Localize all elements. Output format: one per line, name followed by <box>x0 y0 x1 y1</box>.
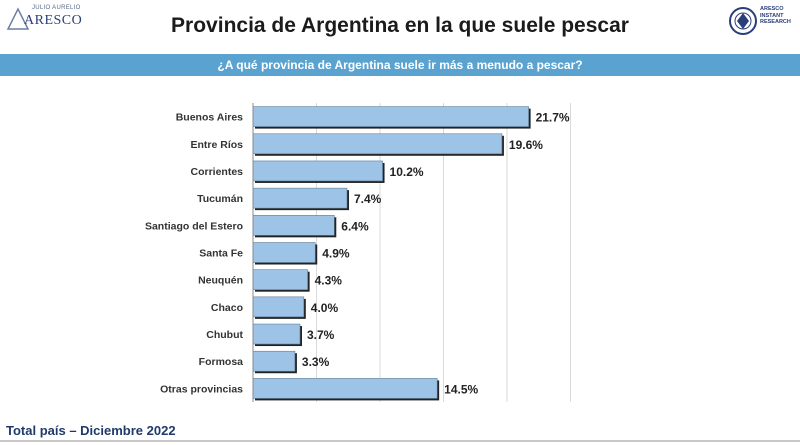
logo-right-text: ARESCO INSTANT RESEARCH <box>760 6 791 26</box>
category-label: Neuquén <box>198 275 243 287</box>
data-label: 3.7% <box>307 328 335 342</box>
aresco-logo: JULIO AURELIO ARESCO <box>6 5 86 33</box>
bar <box>252 133 503 155</box>
category-label: Entre Ríos <box>190 139 243 151</box>
question-banner: ¿A qué provincia de Argentina suele ir m… <box>0 54 800 76</box>
bar <box>252 350 296 372</box>
data-label: 4.3% <box>315 274 343 288</box>
logo-right-line: ARESCO <box>760 6 784 12</box>
footer-note: Total país – Diciembre 2022 <box>6 423 176 438</box>
aresco-instant-research-logo: ARESCO INSTANT RESEARCH <box>724 2 796 42</box>
data-label: 7.4% <box>354 192 382 206</box>
bar <box>252 323 301 345</box>
bar <box>252 187 348 209</box>
data-label: 14.5% <box>444 382 478 396</box>
bar <box>252 378 438 399</box>
bar <box>252 242 316 263</box>
logo-right-line: INSTANT <box>760 12 784 19</box>
category-label: Buenos Aires <box>176 112 243 124</box>
category-label: Otras provincias <box>160 383 243 395</box>
category-label: Corrientes <box>190 166 243 178</box>
category-label: Formosa <box>199 356 244 368</box>
category-label: Tucumán <box>197 193 243 205</box>
data-label: 21.7% <box>536 111 570 125</box>
bottom-divider <box>0 440 800 442</box>
category-label: Santa Fe <box>199 248 243 260</box>
aresco-logo-mark-icon <box>6 7 30 30</box>
data-label: 6.4% <box>341 219 369 233</box>
category-label: Chubut <box>206 329 243 341</box>
data-label: 10.2% <box>390 165 424 179</box>
bar <box>252 296 305 318</box>
page-title: Provincia de Argentina en la que suele p… <box>171 14 629 37</box>
bar <box>252 215 335 236</box>
data-label: 4.0% <box>311 301 339 315</box>
data-label: 19.6% <box>509 138 543 152</box>
bar <box>252 160 383 182</box>
logo-small-text: JULIO AURELIO <box>32 5 81 11</box>
seal-icon <box>729 7 757 35</box>
bar <box>252 269 308 290</box>
logo-big-text: ARESCO <box>24 13 83 28</box>
data-label: 4.9% <box>322 247 350 261</box>
bar <box>252 106 529 127</box>
data-label: 3.3% <box>302 355 330 369</box>
logo-right-line: RESEARCH <box>760 19 791 25</box>
category-label: Santiago del Estero <box>145 220 243 232</box>
category-label: Chaco <box>211 302 243 314</box>
